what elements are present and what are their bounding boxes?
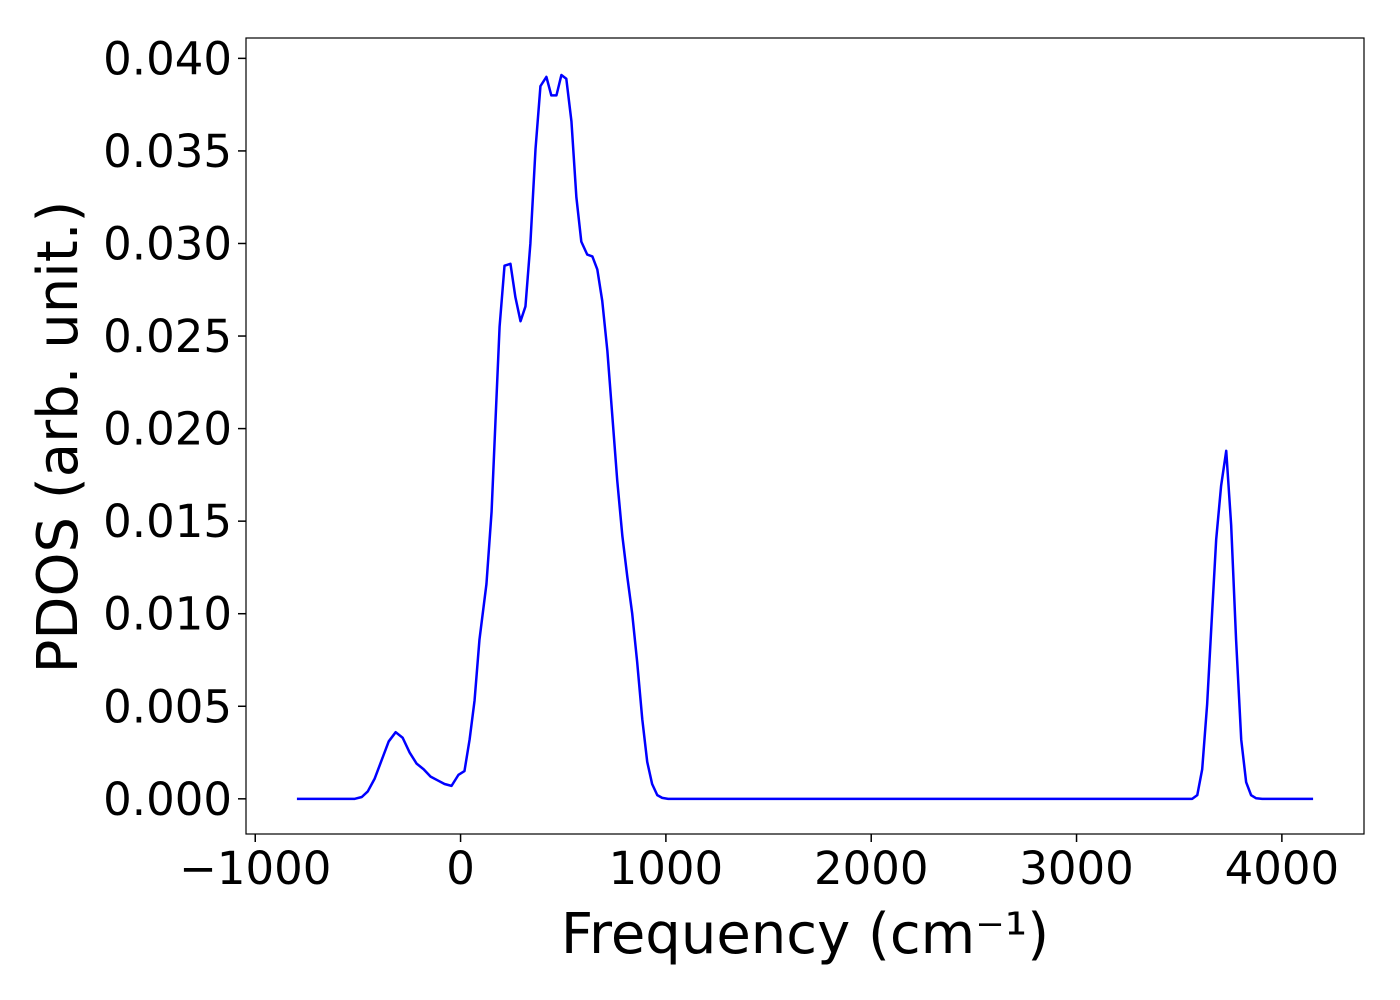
x-tick-label: 0 (446, 842, 475, 895)
data-line (296, 73, 1314, 801)
y-tick-label: 0.040 (103, 32, 232, 85)
x-tick-label: 3000 (1019, 842, 1134, 895)
x-tick-label: 1000 (609, 842, 724, 895)
plot-frame (245, 37, 1365, 835)
y-tick-label: 0.010 (103, 588, 232, 641)
y-tick-label: 0.025 (103, 310, 232, 363)
x-tick-label: −1000 (179, 842, 331, 895)
y-tick-label: 0.005 (103, 680, 232, 733)
x-tick-label: 2000 (814, 842, 929, 895)
x-tick-label: 4000 (1225, 842, 1340, 895)
y-tick-label: 0.020 (103, 403, 232, 456)
y-axis-label: PDOS (arb. unit.) (26, 201, 91, 674)
y-tick-label: 0.015 (103, 495, 232, 548)
y-tick-label: 0.000 (103, 773, 232, 826)
y-tick-label: 0.030 (103, 217, 232, 270)
x-axis-label: Frequency (cm⁻¹) (561, 902, 1049, 967)
y-tick-label: 0.035 (103, 125, 232, 178)
